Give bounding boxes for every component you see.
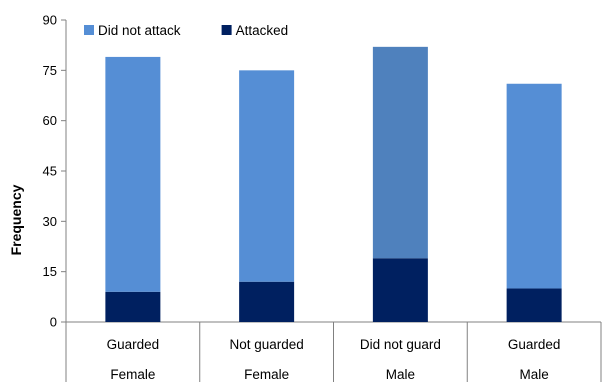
bar-attacked — [105, 291, 161, 322]
y-axis-title: Frequency — [8, 184, 24, 255]
x-category-label: Did not guard — [360, 337, 441, 352]
legend-swatch — [84, 25, 94, 35]
bar-did-not-attack — [372, 46, 428, 259]
x-group-label: Male — [519, 367, 548, 382]
x-group-label: Female — [244, 367, 289, 382]
bars — [105, 46, 562, 322]
bar-attacked — [372, 258, 428, 322]
x-category-label: Not guarded — [229, 337, 303, 352]
x-category-label: Guarded — [508, 337, 561, 352]
y-tick-label: 90 — [43, 13, 57, 28]
y-tick-label: 0 — [50, 315, 57, 330]
bar-did-not-attack — [105, 56, 161, 292]
legend-swatch — [221, 25, 232, 35]
y-tick-label: 15 — [43, 264, 57, 279]
x-category-label: Guarded — [107, 337, 160, 352]
y-tick-label: 45 — [43, 164, 57, 179]
legend-label: Attacked — [236, 23, 289, 38]
y-tick-label: 30 — [43, 214, 57, 229]
bar-did-not-attack — [239, 70, 295, 282]
bar-attacked — [239, 281, 295, 322]
y-tick-label: 75 — [43, 63, 57, 78]
x-group-label: Female — [110, 367, 155, 382]
legend-label: Did not attack — [98, 23, 181, 38]
y-tick-label: 60 — [43, 113, 57, 128]
x-group-label: Male — [386, 367, 415, 382]
legend: Did not attack Attacked — [84, 23, 288, 38]
bar-attacked — [506, 288, 562, 322]
bar-did-not-attack — [506, 83, 562, 289]
labels: 0 15 30 45 60 75 90 Guarded Female Not guarded Fem… — [43, 13, 561, 383]
